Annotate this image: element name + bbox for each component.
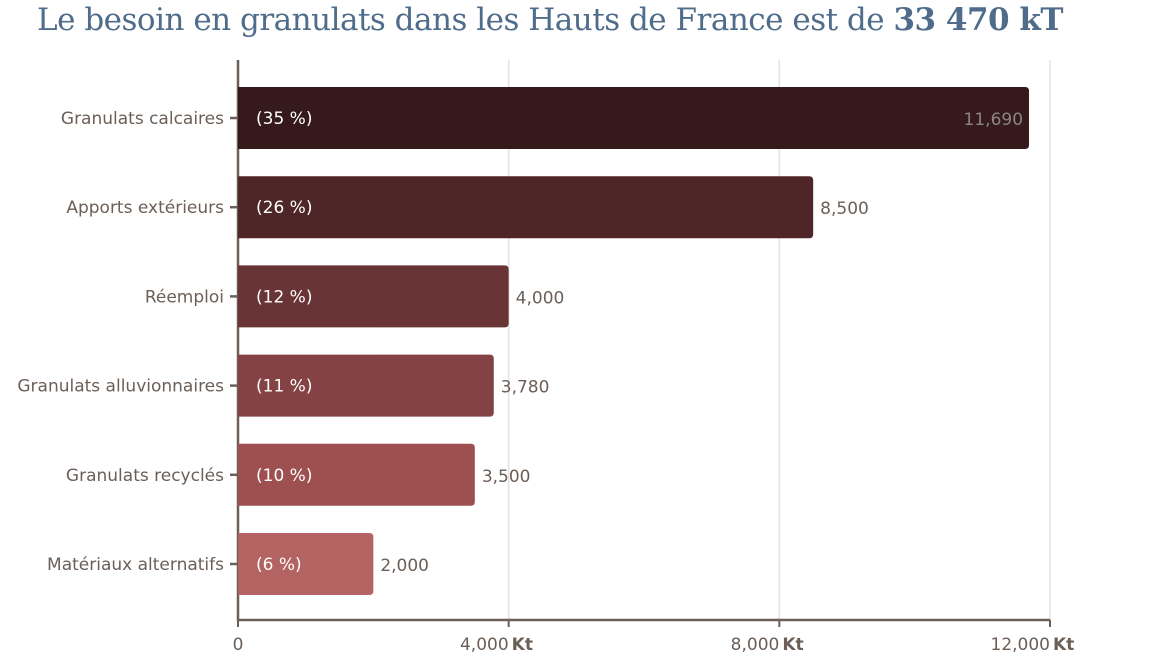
x-unit-label: Kt (782, 635, 803, 655)
value-label: 11,690 (964, 110, 1023, 130)
percent-label: (6 %) (256, 555, 302, 575)
percent-label: (12 %) (256, 287, 312, 307)
value-label: 3,780 (501, 378, 550, 398)
bar (238, 354, 494, 417)
bar (238, 533, 374, 595)
percent-label: (26 %) (256, 198, 312, 218)
value-label: 4,000 (516, 288, 565, 308)
category-label: Réemploi (145, 287, 224, 307)
percent-label: (35 %) (256, 109, 312, 129)
value-label: 3,500 (482, 467, 531, 487)
percent-label: (11 %) (256, 377, 312, 397)
value-label: 8,500 (820, 199, 869, 219)
x-tick-label: 4,000 (460, 635, 509, 655)
category-label: Apports extérieurs (66, 198, 224, 218)
bar (238, 87, 1030, 149)
bar (238, 443, 475, 506)
percent-label: (10 %) (256, 466, 312, 486)
category-label: Granulats alluvionnaires (17, 377, 224, 397)
category-label: Matériaux alternatifs (47, 555, 224, 575)
x-unit-label: Kt (512, 635, 533, 655)
x-tick-label: 8,000 (731, 635, 780, 655)
bar (238, 265, 509, 328)
x-unit-label: Kt (1053, 635, 1074, 655)
category-label: Granulats calcaires (61, 109, 224, 129)
x-tick-label: 0 (233, 635, 244, 655)
bar (238, 176, 814, 239)
value-label: 2,000 (380, 556, 429, 576)
category-label: Granulats recyclés (66, 466, 224, 486)
chart-title: Le besoin en granulats dans les Hauts de… (37, 2, 1063, 38)
x-tick-label: 12,000 (991, 635, 1050, 655)
